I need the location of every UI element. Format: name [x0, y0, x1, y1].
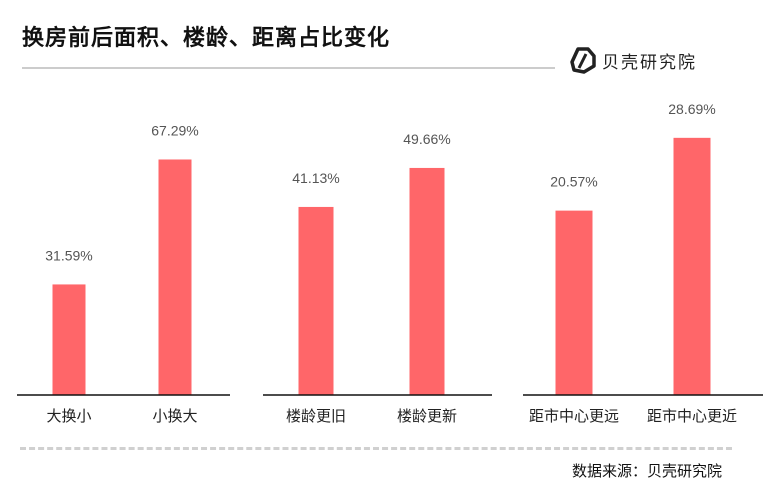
bar — [555, 210, 593, 395]
data-label: 67.29% — [151, 122, 198, 138]
bar — [298, 206, 334, 395]
bar — [409, 167, 445, 395]
bar-charts: 31.59% 大换小 67.29% 小换大 41.13% 楼龄更旧 49.66% 楼龄更新 20… — [17, 101, 763, 425]
data-label: 49.66% — [403, 131, 450, 147]
category-label: 距市中心更近 — [647, 407, 737, 425]
data-label: 20.57% — [550, 174, 597, 190]
chart-title: 换房前后面积、楼龄、距离占比变化 — [22, 26, 391, 51]
footer-divider — [20, 447, 732, 450]
bar — [52, 284, 86, 395]
category-label: 楼龄更新 — [397, 407, 457, 425]
source-note: 数据来源：贝壳研究院 — [571, 462, 722, 480]
logo-text: 贝壳研究院 — [602, 52, 697, 73]
data-label: 31.59% — [45, 247, 92, 263]
data-label: 28.69% — [668, 101, 715, 117]
category-label: 距市中心更远 — [529, 407, 619, 425]
title-divider — [22, 67, 555, 69]
logo-icon — [570, 47, 596, 74]
category-label: 小换大 — [152, 407, 197, 425]
category-label: 楼龄更旧 — [286, 407, 346, 425]
bar — [673, 137, 711, 395]
logo: 贝壳研究院 — [570, 46, 697, 74]
bar — [158, 159, 192, 395]
category-label: 大换小 — [46, 407, 91, 425]
data-label: 41.13% — [292, 170, 339, 186]
